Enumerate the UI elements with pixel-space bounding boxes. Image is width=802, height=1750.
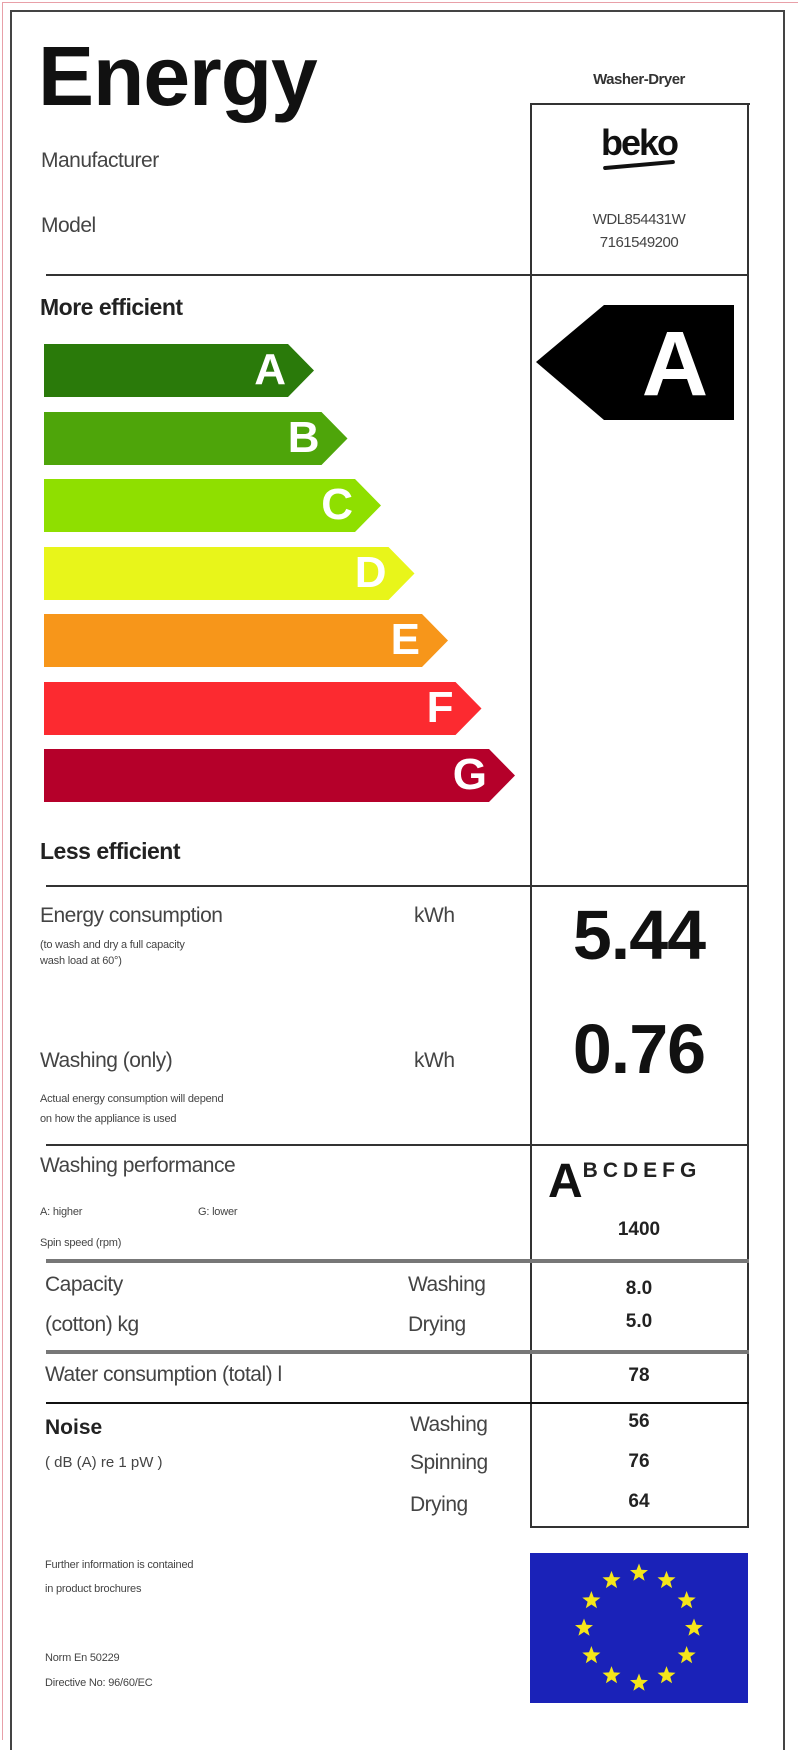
label-title: Energy: [38, 29, 318, 123]
divider: [46, 1259, 749, 1263]
divider: [46, 274, 749, 276]
noise-spinning-label: Spinning: [410, 1451, 488, 1474]
efficiency-bar-g: G: [44, 749, 515, 802]
efficiency-bar-letter: F: [426, 682, 454, 732]
product-code: 7161549200: [599, 234, 679, 251]
eu-star-icon: [677, 1646, 696, 1664]
capacity-drying-label: Drying: [408, 1313, 466, 1336]
box-bottom-line: [530, 1526, 749, 1528]
box-top-line: [530, 103, 750, 105]
performance-lower: G: lower: [198, 1206, 238, 1218]
eu-star-icon: [657, 1570, 676, 1589]
divider: [46, 1350, 749, 1354]
efficiency-bar-letter: E: [390, 615, 420, 664]
eu-star-icon: [582, 1591, 601, 1609]
eu-star-icon: [677, 1591, 696, 1609]
efficiency-bar-letter: G: [452, 750, 487, 799]
performance-higher: A: higher: [40, 1206, 83, 1218]
capacity-unit-label: (cotton) kg: [45, 1313, 139, 1336]
model-number: WDL854431W: [592, 211, 686, 228]
efficiency-bar-b: B: [44, 411, 348, 465]
eu-star-icon: [657, 1666, 676, 1684]
energy-value: 5.44: [572, 896, 706, 974]
box-right-line: [747, 103, 749, 1528]
washing-note-2: on how the appliance is used: [40, 1113, 177, 1125]
noise-label: Noise: [45, 1416, 103, 1439]
capacity-washing-label: Washing: [408, 1273, 486, 1296]
energy-unit: kWh: [414, 904, 455, 927]
brand-logo: beko: [530, 125, 748, 171]
eu-flag-icon: [530, 1553, 748, 1703]
performance-scale: ABCDEFG: [548, 1158, 701, 1206]
eu-star-icon: [582, 1646, 601, 1664]
noise-spinning-value: 76: [628, 1451, 650, 1472]
divider: [46, 1144, 749, 1146]
eu-star-icon: [602, 1666, 621, 1684]
noise-washing-label: Washing: [410, 1413, 488, 1436]
model-label: Model: [41, 214, 96, 237]
water-consumption-value: 78: [628, 1365, 650, 1386]
norm-text: Norm En 50229: [45, 1652, 120, 1664]
eu-star-icon: [630, 1563, 648, 1581]
directive-text: Directive No: 96/60/EC: [45, 1677, 153, 1689]
spin-speed-label: Spin speed (rpm): [40, 1237, 122, 1249]
eu-star-icon: [685, 1618, 703, 1636]
washing-only-label: Washing (only): [40, 1049, 173, 1072]
eu-star-icon: [630, 1673, 648, 1691]
water-consumption-label: Water consumption (total) l: [45, 1363, 282, 1386]
efficiency-bar-a: A: [44, 344, 314, 397]
noise-unit: ( dB (A) re 1 pW ): [45, 1454, 163, 1471]
noise-washing-value: 56: [628, 1411, 650, 1432]
washing-energy-value: 0.76: [572, 1010, 706, 1088]
energy-note-1: (to wash and dry a full capacity: [40, 939, 185, 951]
divider: [46, 1402, 749, 1404]
energy-consumption-label: Energy consumption: [40, 904, 223, 927]
spin-speed-value: 1400: [617, 1219, 661, 1240]
label-frame: [10, 10, 785, 1750]
washing-note-1: Actual energy consumption will depend: [40, 1093, 224, 1105]
manufacturer-label: Manufacturer: [41, 149, 159, 172]
eu-star-icon: [602, 1570, 621, 1589]
efficiency-bar-letter: D: [354, 547, 387, 597]
noise-drying-value: 64: [628, 1491, 650, 1512]
performance-other-classes: BCDEFG: [582, 1159, 702, 1182]
capacity-label: Capacity: [45, 1273, 123, 1296]
washing-performance-label: Washing performance: [40, 1154, 236, 1177]
further-info-1: Further information is contained: [45, 1559, 194, 1571]
energy-note-2: wash load at 60°): [40, 955, 122, 967]
efficiency-bar-letter: A: [254, 345, 286, 394]
rating-arrow: [536, 305, 734, 420]
rating-letter: A: [641, 313, 709, 415]
capacity-drying-value: 5.0: [625, 1311, 653, 1332]
noise-drying-label: Drying: [410, 1493, 468, 1516]
box-left-line: [530, 103, 532, 1528]
further-info-2: in product brochures: [45, 1583, 142, 1595]
washing-unit: kWh: [414, 1049, 455, 1072]
performance-rating: A: [548, 1155, 583, 1208]
eu-star-icon: [575, 1618, 593, 1636]
efficiency-bar-c: C: [44, 479, 381, 532]
efficiency-bar-letter: C: [321, 480, 353, 529]
capacity-washing-value: 8.0: [625, 1278, 653, 1299]
efficiency-bar-letter: B: [287, 412, 320, 462]
efficiency-bar-f: F: [44, 681, 482, 735]
efficiency-bar-e: E: [44, 614, 448, 667]
more-efficient-label: More efficient: [40, 294, 183, 320]
less-efficient-label: Less efficient: [40, 838, 181, 864]
efficiency-bar-d: D: [44, 546, 415, 600]
appliance-type: Washer-Dryer: [593, 71, 685, 88]
divider: [46, 885, 749, 887]
